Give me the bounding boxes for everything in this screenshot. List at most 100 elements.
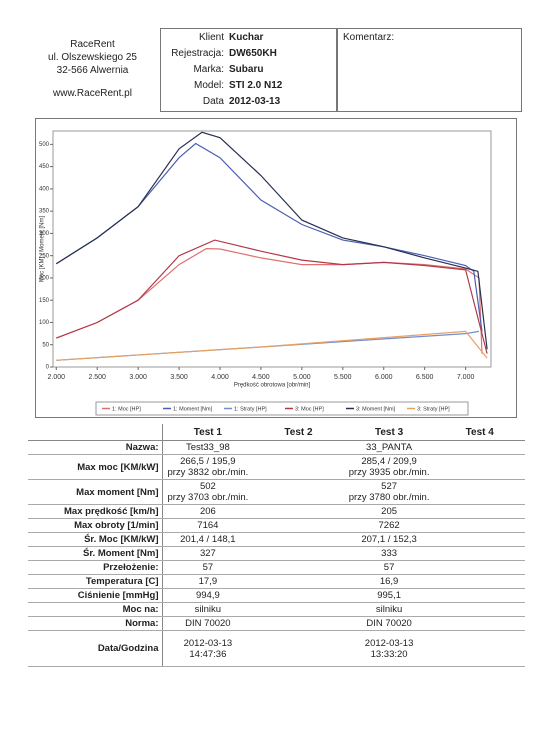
x-tick-label: 5.500 — [334, 374, 352, 381]
cell: DIN 70020 — [162, 616, 254, 631]
info-label: Model: — [193, 80, 224, 91]
row-label: Przełożenie: — [28, 560, 163, 575]
info-row: Marka: Subaru — [161, 62, 336, 77]
cell — [253, 504, 344, 519]
cell: 502 przy 3703 obr./min. — [162, 479, 254, 505]
cell — [434, 560, 525, 575]
cell: silniku — [162, 602, 254, 617]
info-label: Rejestracja: — [171, 48, 224, 59]
table-row: Data/Godzina 2012-03-13 14:47:36 2012-03-13… — [28, 630, 525, 667]
row-label: Moc na: — [28, 602, 163, 617]
y-tick-label: 300 — [39, 231, 50, 237]
cell — [434, 532, 525, 547]
info-value: 2012-03-13 — [229, 96, 281, 107]
legend-label: 1: Moc [HP] — [112, 406, 141, 412]
legend-label: 3: Moc [HP] — [295, 406, 324, 412]
cell — [253, 454, 344, 480]
cell — [253, 532, 344, 547]
x-axis-title: Prędkość obrotowa [obr/min] — [234, 383, 311, 389]
table-row: Temperatura [C] 17,9 16,9 — [28, 574, 525, 589]
cell — [434, 616, 525, 631]
cell: 205 — [343, 504, 435, 519]
cell: 266,5 / 195,9 przy 3832 obr./min. — [162, 454, 254, 480]
table-row: Norma: DIN 70020 DIN 70020 — [28, 616, 525, 631]
table-row: Max moment [Nm] 502 przy 3703 obr./min. 527… — [28, 479, 525, 505]
cell: 995,1 — [343, 588, 435, 603]
info-row: Data 2012-03-13 — [161, 94, 336, 109]
info-row: Rejestracja: DW650KH — [161, 46, 336, 61]
cell — [253, 479, 344, 505]
cell-line: Test33_98 — [185, 442, 230, 453]
x-tick-label: 5.000 — [293, 374, 311, 381]
y-tick-label: 250 — [39, 253, 50, 259]
corner — [28, 424, 163, 441]
series-line — [55, 131, 488, 350]
row-label: Norma: — [28, 616, 163, 631]
y-tick-label: 450 — [39, 164, 50, 170]
series-line — [56, 239, 488, 354]
cell-line: 13:33:20 — [370, 648, 408, 660]
cell — [434, 630, 525, 667]
x-tick-label: 2.500 — [88, 374, 106, 381]
table-row: Ciśnienie [mmHg] 994,9 995,1 — [28, 588, 525, 603]
info-value: Kuchar — [229, 32, 264, 43]
cell-line: 2012-03-13 — [364, 637, 414, 649]
y-tick-label: 350 — [39, 209, 50, 215]
row-label: Temperatura [C] — [28, 574, 163, 589]
table-row: Max obroty [1/min] 7164 7262 — [28, 518, 525, 533]
column-header: Test 3 — [343, 424, 435, 441]
cell-line: DIN 70020 — [366, 618, 412, 629]
table-row: Śr. Moc [KM/kW] 201,4 / 148,1 207,1 / 152,… — [28, 532, 525, 547]
info-value: Subaru — [229, 64, 264, 75]
cell — [253, 630, 344, 667]
company-name: RaceRent — [70, 39, 115, 50]
cell-line: 57 — [202, 562, 214, 573]
y-tick-label: 400 — [39, 186, 50, 192]
company-block: RaceRent ul. Olszewskiego 25 32-566 Alwe… — [30, 38, 155, 100]
cell: 327 — [162, 546, 254, 561]
row-label: Śr. Moment [Nm] — [28, 546, 163, 561]
info-row: Klient Kuchar — [161, 30, 336, 45]
cell-line: 33_PANTA — [366, 442, 413, 453]
comment-box: Komentarz: — [337, 28, 522, 112]
header-row: Test 1 Test 2 Test 3 Test 4 — [28, 424, 525, 441]
cell — [253, 602, 344, 617]
cell: 333 — [343, 546, 435, 561]
cell-line: 333 — [381, 548, 398, 559]
info-row: Model: STI 2.0 N12 — [161, 78, 336, 93]
cell — [253, 588, 344, 603]
table-row: Max prędkość [km/h] 206 205 — [28, 504, 525, 519]
info-box: Klient Kuchar Rejestracja: DW650KH Marka: Sub… — [160, 28, 337, 112]
cell-line: przy 3935 obr./min. — [348, 467, 430, 478]
cell-line: 266,5 / 195,9 — [180, 456, 236, 467]
cell: Test33_98 — [162, 440, 254, 455]
cell-line: 16,9 — [379, 576, 399, 587]
cell: 285,4 / 209,9 przy 3935 obr./min. — [343, 454, 435, 480]
legend-label: 3: Moment [Nm] — [356, 406, 396, 412]
cell: DIN 70020 — [343, 616, 435, 631]
cell: 527 przy 3780 obr./min. — [343, 479, 435, 505]
cell-line: 527 — [381, 481, 398, 492]
y-tick-label: 150 — [39, 298, 50, 304]
cell — [253, 574, 344, 589]
cell — [253, 616, 344, 631]
table-row: Max moc [KM/kW] 266,5 / 195,9 przy 3832 ob… — [28, 454, 525, 480]
row-label: Max obroty [1/min] — [28, 518, 163, 533]
cell-line: 285,4 / 209,9 — [361, 456, 417, 467]
cell — [253, 518, 344, 533]
city: 32-566 Alwernia — [56, 65, 129, 76]
cell: 994,9 — [162, 588, 254, 603]
table-row: Przełożenie: 57 57 — [28, 560, 525, 575]
cell — [434, 602, 525, 617]
cell: 206 — [162, 504, 254, 519]
cell: 33_PANTA — [343, 440, 435, 455]
cell: 2012-03-13 14:47:36 — [162, 630, 254, 667]
cell — [253, 440, 344, 455]
cell-line: 201,4 / 148,1 — [180, 534, 236, 545]
chart: 0 50 100 150 200 250 300 350 400 450 500 2.000 2.500… — [39, 130, 492, 416]
cell-line: 2012-03-13 — [183, 637, 233, 649]
cell: silniku — [343, 602, 435, 617]
legend-box — [95, 401, 469, 416]
cell-line: 57 — [383, 562, 395, 573]
